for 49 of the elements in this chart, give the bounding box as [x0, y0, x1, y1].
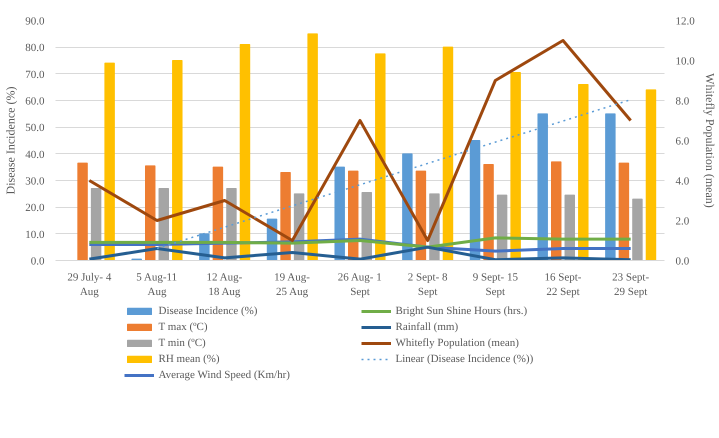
bar [375, 53, 386, 260]
legend-label: Linear (Disease Incidence (%)) [396, 352, 534, 366]
legend-label: T max (ºC) [158, 320, 209, 334]
x-tick-label: 5 Aug-11 Aug [136, 272, 178, 298]
y-tick-label: 30.0 [25, 176, 45, 188]
y2-tick-label: 12.0 [676, 16, 696, 28]
y2-tick-label: 2.0 [676, 216, 690, 228]
y-tick-label: 60.0 [25, 96, 45, 108]
line-series [88, 39, 632, 242]
x-tick-label: 19 Aug- 25 Aug [274, 272, 310, 298]
bar [632, 198, 643, 260]
bar [442, 46, 454, 260]
y-tick-label: 10.0 [25, 228, 45, 241]
legend-label: Whitefly Population (mean) [396, 336, 520, 350]
y2-tick-label: 8.0 [676, 96, 690, 108]
y2-tick-label: 0.0 [676, 256, 690, 268]
x-tick-label: 23 Sept- 29 Sept [612, 272, 650, 298]
y2-tick-label: 4.0 [676, 176, 690, 188]
legend-label: RH mean (%) [158, 352, 221, 366]
line-series [88, 246, 632, 260]
x-tick-label: 2 Sept- 8 Sept [408, 272, 448, 298]
bar [646, 89, 656, 260]
y-tick-label: 70.0 [25, 68, 45, 81]
legend-label: Bright Sun Shine Hours (hrs.) [396, 304, 528, 318]
y-tick-label: 20.0 [25, 202, 45, 214]
x-tick-label: 26 Aug- 1 Sept [338, 272, 382, 298]
legend-label: T min (ºC) [158, 336, 207, 350]
bar [307, 33, 318, 260]
y-tick-label: 40.0 [25, 148, 45, 161]
x-tick-label: 16 Sept- 22 Sept [544, 272, 582, 298]
y-tick-label: 50.0 [25, 122, 45, 134]
bar [104, 62, 115, 260]
bar [77, 162, 88, 260]
bar [172, 60, 183, 260]
y-tick-label: 0.0 [30, 256, 45, 268]
legend-label: Disease Incidence (%) [158, 304, 258, 318]
y2-axis-title: Whitefly Population (mean) [702, 73, 717, 208]
bar [240, 44, 250, 260]
line-series [88, 236, 632, 249]
y2-tick-label: 10.0 [676, 56, 696, 68]
y2-tick-label: 6.0 [676, 136, 690, 148]
x-tick-label: 9 Sept- 15 Sept [472, 272, 518, 298]
legend-label: Rainfall (mm) [396, 320, 460, 334]
x-tick-label: 29 July- 4 Aug [67, 272, 112, 298]
y-axis-title: Disease Incidence (%) [3, 86, 18, 194]
y-tick-label: 90.0 [25, 16, 45, 28]
x-tick-label: 12 Aug- 18 Aug [206, 272, 243, 298]
y-tick-label: 80.0 [25, 42, 45, 54]
legend-label: Average Wind Speed (Km/hr) [158, 368, 291, 382]
